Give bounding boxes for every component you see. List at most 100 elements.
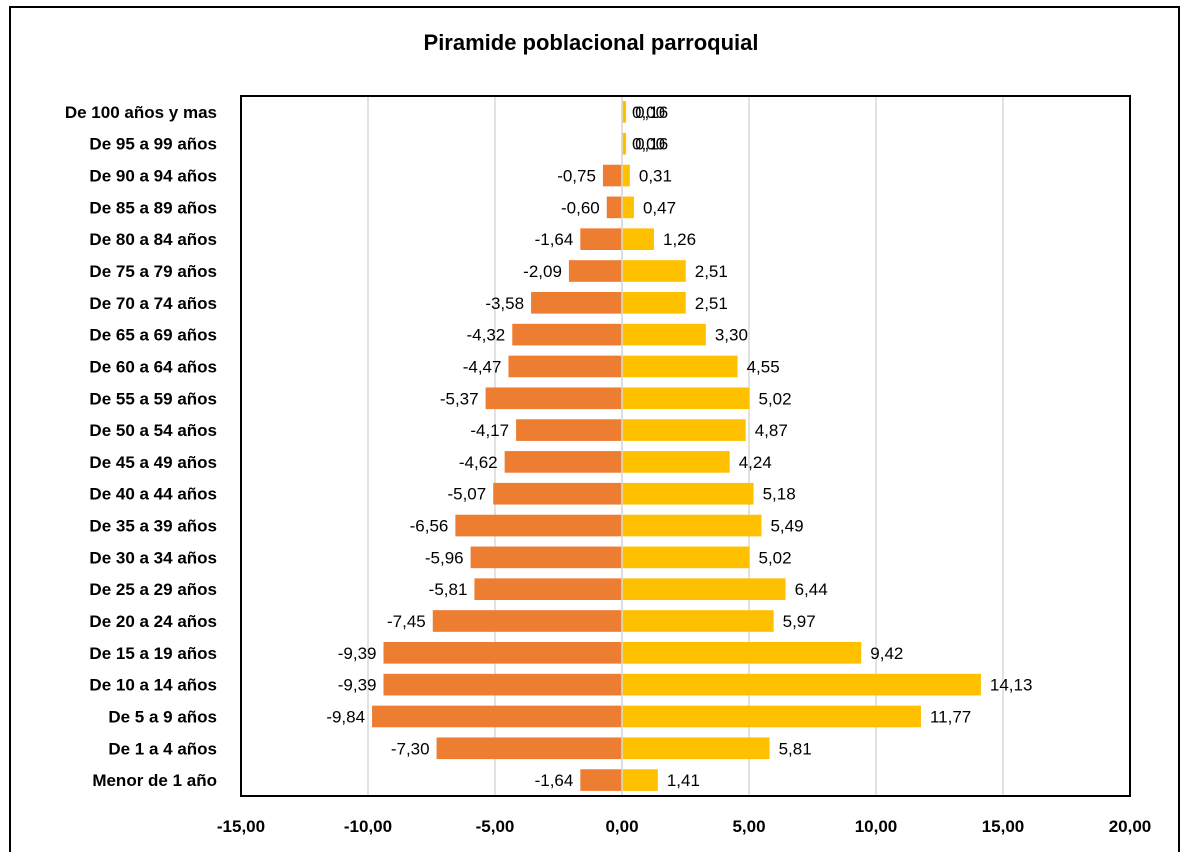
x-tick-label: 5,00 bbox=[732, 817, 765, 836]
data-label-right: 4,24 bbox=[739, 453, 772, 472]
category-label: De 1 a 4 años bbox=[108, 739, 217, 758]
category-label: De 100 años y mas bbox=[65, 103, 217, 122]
data-label-right: 1,26 bbox=[663, 230, 696, 249]
data-label-left: 0,00 bbox=[632, 103, 665, 122]
bar-right bbox=[622, 292, 686, 314]
x-tick-label: 15,00 bbox=[982, 817, 1025, 836]
bar-left bbox=[455, 514, 622, 537]
category-label: De 10 a 14 años bbox=[89, 676, 217, 695]
data-label-right: 0,31 bbox=[639, 167, 672, 186]
bar-right bbox=[622, 610, 774, 632]
bar-left bbox=[508, 355, 622, 378]
data-label-right: 14,13 bbox=[990, 676, 1033, 695]
category-label: De 40 a 44 años bbox=[89, 485, 217, 504]
data-label-left: -6,56 bbox=[410, 517, 449, 536]
bar-right bbox=[622, 514, 762, 537]
category-label: De 95 a 99 años bbox=[89, 135, 217, 154]
data-label-right: 5,81 bbox=[779, 739, 812, 758]
data-label-left: -9,39 bbox=[338, 644, 377, 663]
bar-right bbox=[622, 705, 921, 728]
category-label: De 35 a 39 años bbox=[89, 517, 217, 536]
category-label: De 25 a 29 años bbox=[89, 580, 217, 599]
data-label-right: 9,42 bbox=[870, 644, 903, 663]
category-label: De 90 a 94 años bbox=[89, 167, 217, 186]
bar-left bbox=[531, 292, 622, 314]
category-label: De 20 a 24 años bbox=[89, 612, 217, 631]
bar-left bbox=[493, 482, 622, 505]
x-tick-label: -10,00 bbox=[344, 817, 392, 836]
bar-right bbox=[622, 769, 658, 791]
bar-right bbox=[622, 260, 686, 282]
x-tick-label: 0,00 bbox=[605, 817, 638, 836]
bar-left bbox=[580, 769, 622, 791]
data-label-left: -1,64 bbox=[535, 230, 574, 249]
data-label-right: 5,02 bbox=[759, 548, 792, 567]
bar-right bbox=[622, 673, 981, 696]
bar-right bbox=[622, 482, 754, 505]
bar-left bbox=[516, 419, 622, 441]
category-label: De 30 a 34 años bbox=[89, 548, 217, 567]
data-label-right: 5,49 bbox=[770, 517, 803, 536]
bar-right bbox=[622, 228, 655, 250]
data-label-left: -2,09 bbox=[523, 262, 562, 281]
data-label-right: 2,51 bbox=[695, 294, 728, 313]
category-label: De 75 a 79 años bbox=[89, 262, 217, 281]
bar-right bbox=[622, 419, 746, 441]
bar-left bbox=[372, 705, 622, 728]
data-label-left: -7,45 bbox=[387, 612, 426, 631]
data-label-left: -5,07 bbox=[447, 485, 486, 504]
data-label-right: 1,41 bbox=[667, 771, 700, 790]
category-label: De 70 a 74 años bbox=[89, 294, 217, 313]
data-label-left: -5,37 bbox=[440, 389, 479, 408]
bar-left bbox=[606, 196, 622, 219]
x-tick-label: -15,00 bbox=[217, 817, 265, 836]
data-label-left: -4,47 bbox=[463, 357, 502, 376]
bar-right bbox=[622, 546, 750, 569]
bar-left bbox=[485, 387, 622, 410]
bar-left bbox=[474, 578, 622, 600]
data-label-left: -4,17 bbox=[470, 421, 509, 440]
data-labels: -1,64 1,41 -7,30 5,81 -9,84 11,77 -9,39 14,13 -9… bbox=[326, 103, 1032, 790]
bar-right bbox=[622, 164, 630, 187]
plot-area-border bbox=[240, 95, 1131, 797]
data-label-right: 5,02 bbox=[759, 389, 792, 408]
chart-frame bbox=[9, 6, 1180, 852]
bar-right bbox=[622, 451, 730, 473]
category-label: Menor de 1 año bbox=[92, 771, 217, 790]
data-label-left: -4,62 bbox=[459, 453, 498, 472]
category-label: De 60 a 64 años bbox=[89, 357, 217, 376]
data-label-left: -1,64 bbox=[535, 771, 574, 790]
bar-left bbox=[568, 260, 622, 282]
data-label-left: -4,32 bbox=[467, 326, 506, 345]
data-label-left: -0,75 bbox=[557, 167, 596, 186]
category-label: De 80 a 84 años bbox=[89, 230, 217, 249]
bar-right bbox=[622, 355, 738, 378]
data-label-right: 3,30 bbox=[715, 326, 748, 345]
bar-left bbox=[580, 228, 622, 250]
data-label-left: 0,00 bbox=[632, 135, 665, 154]
bar-left bbox=[470, 546, 622, 569]
bar-left bbox=[383, 673, 622, 696]
data-label-left: -0,60 bbox=[561, 198, 600, 217]
bars bbox=[372, 101, 981, 791]
category-label: De 15 a 19 años bbox=[89, 644, 217, 663]
data-label-left: -7,30 bbox=[391, 739, 430, 758]
data-label-left: -3,58 bbox=[485, 294, 524, 313]
bar-left bbox=[504, 451, 622, 473]
data-label-right: 2,51 bbox=[695, 262, 728, 281]
bar-left bbox=[383, 642, 622, 664]
bar-left bbox=[512, 323, 622, 346]
bar-right bbox=[622, 737, 770, 760]
data-label-right: 0,47 bbox=[643, 198, 676, 217]
bar-right bbox=[622, 196, 634, 219]
bar-right bbox=[622, 323, 706, 346]
data-label-right: 5,97 bbox=[783, 612, 816, 631]
bar-right bbox=[622, 578, 786, 600]
category-labels: Menor de 1 año De 1 a 4 años De 5 a 9 años… bbox=[65, 103, 217, 790]
data-label-right: 4,87 bbox=[755, 421, 788, 440]
bar-right bbox=[622, 642, 862, 664]
bar-right bbox=[622, 387, 750, 410]
category-label: De 65 a 69 años bbox=[89, 326, 217, 345]
data-label-right: 0,16 bbox=[635, 103, 668, 122]
